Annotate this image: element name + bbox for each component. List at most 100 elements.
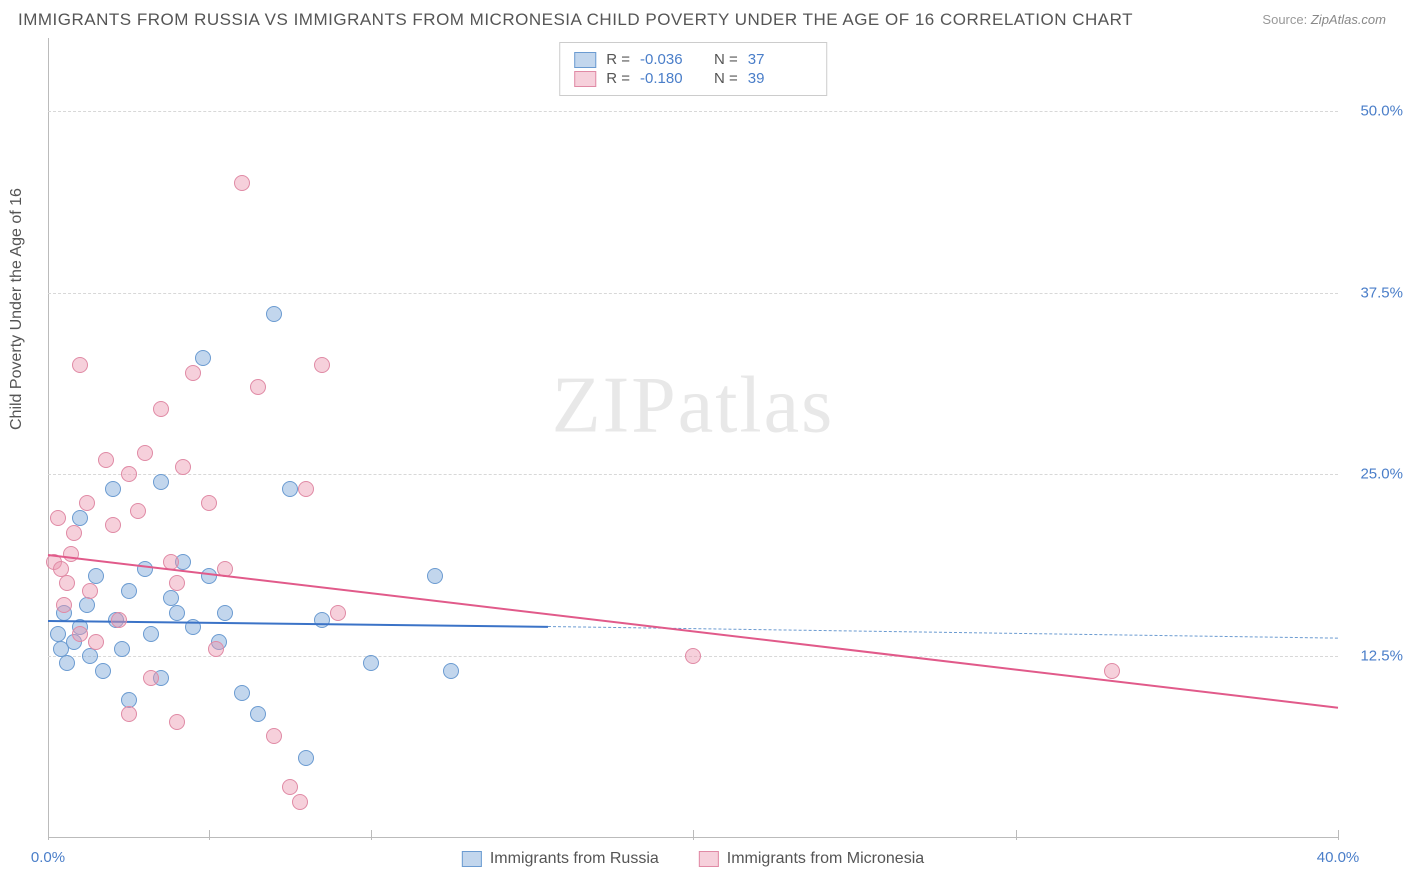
- data-point: [63, 546, 79, 562]
- ytick-label: 25.0%: [1360, 466, 1403, 483]
- data-point: [114, 641, 130, 657]
- xtick: [1016, 830, 1017, 840]
- data-point: [427, 568, 443, 584]
- data-point: [266, 306, 282, 322]
- data-point: [130, 503, 146, 519]
- data-point: [72, 357, 88, 373]
- data-point: [363, 655, 379, 671]
- data-point: [50, 510, 66, 526]
- data-point: [234, 685, 250, 701]
- data-point: [201, 495, 217, 511]
- data-point: [59, 575, 75, 591]
- data-point: [121, 466, 137, 482]
- data-point: [250, 379, 266, 395]
- chart-plot-area: ZIPatlas 12.5%25.0%37.5%50.0%0.0%40.0% R…: [48, 38, 1338, 838]
- data-point: [95, 663, 111, 679]
- data-point: [169, 714, 185, 730]
- data-point: [82, 583, 98, 599]
- y-axis-label: Child Poverty Under the Age of 16: [8, 188, 26, 430]
- data-point: [217, 605, 233, 621]
- legend-row-micronesia: R = -0.180 N = 39: [574, 70, 812, 87]
- data-point: [685, 648, 701, 664]
- n-label: N =: [714, 51, 738, 68]
- data-point: [282, 481, 298, 497]
- data-point: [208, 641, 224, 657]
- xtick-label: 40.0%: [1317, 849, 1360, 866]
- data-point: [266, 728, 282, 744]
- legend-swatch-micronesia: [574, 71, 596, 87]
- n-value-micronesia: 39: [748, 70, 812, 87]
- data-point: [282, 779, 298, 795]
- data-point: [137, 445, 153, 461]
- data-point: [66, 525, 82, 541]
- scatter-plot: 12.5%25.0%37.5%50.0%0.0%40.0%: [48, 38, 1338, 838]
- data-point: [314, 357, 330, 373]
- data-point: [330, 605, 346, 621]
- xtick: [48, 830, 49, 840]
- data-point: [443, 663, 459, 679]
- data-point: [82, 648, 98, 664]
- data-point: [169, 575, 185, 591]
- data-point: [185, 365, 201, 381]
- legend-row-russia: R = -0.036 N = 37: [574, 51, 812, 68]
- data-point: [56, 597, 72, 613]
- source-attribution: Source: ZipAtlas.com: [1262, 12, 1386, 27]
- legend-swatch-russia: [574, 52, 596, 68]
- data-point: [143, 626, 159, 642]
- legend-item-russia: Immigrants from Russia: [462, 850, 659, 868]
- ytick-label: 12.5%: [1360, 648, 1403, 665]
- data-point: [88, 634, 104, 650]
- r-value-micronesia: -0.180: [640, 70, 704, 87]
- xtick-label: 0.0%: [31, 849, 65, 866]
- data-point: [292, 794, 308, 810]
- data-point: [1104, 663, 1120, 679]
- data-point: [121, 583, 137, 599]
- source-value: ZipAtlas.com: [1311, 12, 1386, 27]
- data-point: [153, 474, 169, 490]
- data-point: [79, 597, 95, 613]
- legend-swatch-micronesia: [699, 851, 719, 867]
- gridline: [48, 474, 1338, 475]
- legend-series-box: Immigrants from Russia Immigrants from M…: [462, 850, 924, 868]
- data-point: [105, 517, 121, 533]
- data-point: [121, 706, 137, 722]
- n-value-russia: 37: [748, 51, 812, 68]
- xtick: [371, 830, 372, 840]
- data-point: [79, 495, 95, 511]
- data-point: [298, 750, 314, 766]
- ytick-label: 50.0%: [1360, 102, 1403, 119]
- xtick: [693, 830, 694, 840]
- data-point: [111, 612, 127, 628]
- data-point: [169, 605, 185, 621]
- n-label: N =: [714, 70, 738, 87]
- data-point: [195, 350, 211, 366]
- r-label: R =: [606, 70, 630, 87]
- data-point: [250, 706, 266, 722]
- data-point: [59, 655, 75, 671]
- legend-swatch-russia: [462, 851, 482, 867]
- data-point: [137, 561, 153, 577]
- legend-correlation-box: R = -0.036 N = 37 R = -0.180 N = 39: [559, 42, 827, 96]
- data-point: [201, 568, 217, 584]
- chart-title: IMMIGRANTS FROM RUSSIA VS IMMIGRANTS FRO…: [18, 10, 1133, 30]
- data-point: [98, 452, 114, 468]
- xtick: [209, 830, 210, 840]
- data-point: [72, 626, 88, 642]
- data-point: [314, 612, 330, 628]
- gridline: [48, 111, 1338, 112]
- legend-item-micronesia: Immigrants from Micronesia: [699, 850, 924, 868]
- legend-label-russia: Immigrants from Russia: [490, 850, 659, 868]
- xtick: [1338, 830, 1339, 840]
- data-point: [153, 401, 169, 417]
- data-point: [143, 670, 159, 686]
- data-point: [175, 459, 191, 475]
- data-point: [105, 481, 121, 497]
- r-label: R =: [606, 51, 630, 68]
- data-point: [50, 626, 66, 642]
- data-point: [298, 481, 314, 497]
- data-point: [234, 175, 250, 191]
- gridline: [48, 293, 1338, 294]
- ytick-label: 37.5%: [1360, 284, 1403, 301]
- source-label: Source:: [1262, 12, 1307, 27]
- legend-label-micronesia: Immigrants from Micronesia: [727, 850, 924, 868]
